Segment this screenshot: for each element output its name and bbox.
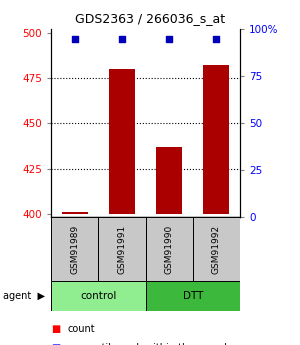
FancyBboxPatch shape (146, 281, 240, 310)
Text: percentile rank within the sample: percentile rank within the sample (68, 344, 232, 345)
Text: GDS2363 / 266036_s_at: GDS2363 / 266036_s_at (75, 12, 225, 25)
Text: agent  ▶: agent ▶ (3, 291, 45, 301)
Text: GSM91990: GSM91990 (165, 225, 174, 274)
FancyBboxPatch shape (51, 281, 146, 310)
Point (214, 36, 219, 41)
Text: control: control (80, 291, 116, 301)
FancyBboxPatch shape (146, 217, 193, 281)
Point (167, 36, 172, 41)
Bar (156, 147, 182, 214)
Text: GSM91992: GSM91992 (212, 225, 221, 274)
Text: GSM91989: GSM91989 (70, 225, 79, 274)
Bar (61, 212, 88, 214)
FancyBboxPatch shape (51, 217, 98, 281)
FancyBboxPatch shape (98, 217, 146, 281)
FancyBboxPatch shape (193, 217, 240, 281)
Bar (109, 69, 135, 214)
Text: count: count (68, 325, 95, 334)
Text: ■: ■ (51, 325, 60, 334)
Bar (203, 66, 230, 214)
Point (72, 36, 77, 41)
Text: GSM91991: GSM91991 (117, 225, 126, 274)
Point (119, 36, 124, 41)
Text: ■: ■ (51, 344, 60, 345)
Text: DTT: DTT (183, 291, 203, 301)
